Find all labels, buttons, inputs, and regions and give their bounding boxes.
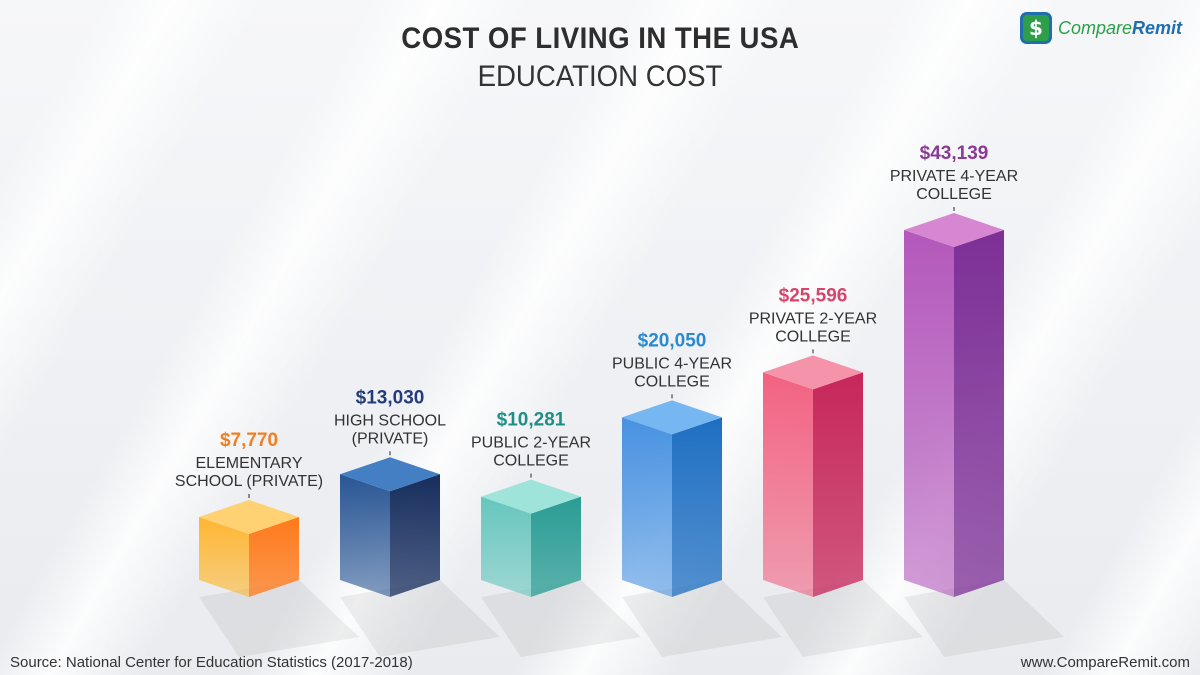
bar-shadow-2	[340, 580, 500, 657]
bar-top-4	[622, 400, 722, 435]
category-label-3-2: COLLEGE	[493, 453, 569, 470]
category-label-6-2: COLLEGE	[916, 186, 992, 203]
value-label-3: $10,281	[497, 410, 566, 431]
chart-subtitle: EDUCATION COST	[477, 60, 723, 93]
bar-side-6	[954, 230, 1004, 597]
bar-front-1	[199, 516, 249, 597]
bar-front-2	[340, 474, 390, 597]
value-label-2: $13,030	[356, 387, 425, 408]
bar-shadow-5	[763, 580, 923, 657]
bar-top-3	[481, 479, 581, 514]
category-label-6-1: PRIVATE 4-YEAR	[890, 168, 1018, 185]
bar-side-4	[672, 417, 722, 597]
dollar-sign-icon: $	[1019, 12, 1052, 44]
bar-front-4	[622, 417, 672, 597]
source-note: Source: National Center for Education St…	[10, 654, 413, 671]
category-label-5-1: PRIVATE 2-YEAR	[749, 310, 877, 327]
category-label-1-2: SCHOOL (PRIVATE)	[175, 473, 323, 490]
bar-front-3	[481, 496, 531, 597]
bar-top-6	[904, 213, 1004, 247]
bar-side-3	[531, 496, 581, 597]
website-link: www.CompareRemit.com	[1020, 654, 1190, 671]
bar-front-6	[904, 230, 954, 597]
value-label-4: $20,050	[638, 330, 707, 351]
bar-shadow-4	[622, 580, 782, 657]
category-label-3-1: PUBLIC 2-YEAR	[471, 435, 591, 452]
bar-2: $13,030 HIGH SCHOOL(PRIVATE)	[334, 387, 500, 657]
bar-shadow-1	[199, 580, 359, 657]
logo-text: CompareRemit	[1057, 17, 1182, 38]
category-label-5-2: COLLEGE	[775, 328, 851, 345]
category-label-2-1: HIGH SCHOOL	[334, 412, 446, 429]
bar-side-1	[249, 516, 299, 597]
value-label-6: $43,139	[920, 143, 989, 164]
chart-title: COST OF LIVING IN THE USA	[401, 22, 799, 55]
value-label-5: $25,596	[779, 285, 848, 306]
category-label-4-1: PUBLIC 4-YEAR	[612, 355, 732, 372]
bar-top-1	[199, 499, 299, 534]
logo: $ CompareRemit	[1019, 12, 1182, 44]
category-label-2-2: (PRIVATE)	[352, 430, 429, 447]
bar-top-2	[340, 457, 440, 492]
category-label-1-1: ELEMENTARY	[196, 455, 303, 472]
bar-side-5	[813, 372, 863, 597]
category-label-4-2: COLLEGE	[634, 373, 710, 390]
value-label-1: $7,770	[220, 430, 278, 451]
bar-shadow-3	[481, 580, 641, 657]
bar-front-5	[763, 372, 813, 597]
bar-top-5	[763, 355, 863, 390]
title-block: COST OF LIVING IN THE USA EDUCATION COST	[0, 22, 1200, 94]
bar-side-2	[390, 474, 440, 597]
bar-shadow-6	[904, 580, 1064, 657]
